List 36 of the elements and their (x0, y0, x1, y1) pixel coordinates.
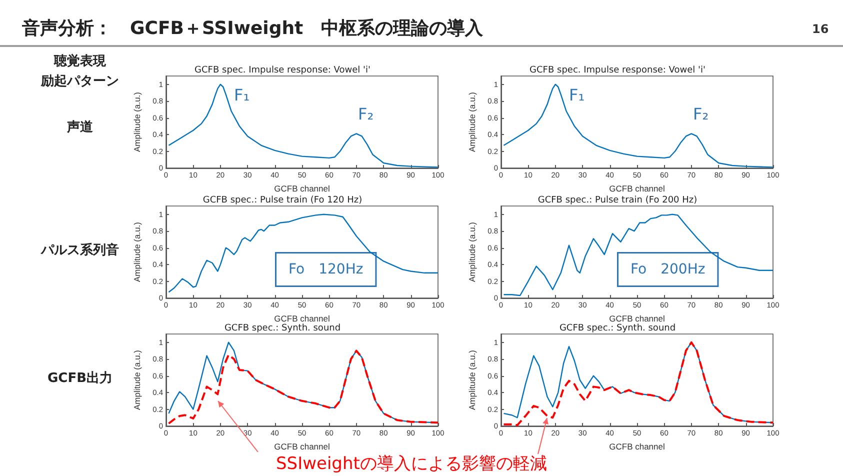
annotation: F₁ (234, 86, 250, 104)
text: 声道 (67, 119, 93, 136)
annotation: Fo 120Hz (288, 262, 364, 278)
text: 16 (812, 22, 829, 36)
chart-title: GCFB spec.: Pulse train (Fo 120 Hz) (202, 196, 362, 206)
line-series (168, 84, 439, 168)
line-series (503, 84, 774, 168)
text: SSIweightの導入による影響の軽減 (276, 453, 547, 475)
x-axis-title: GCFB channel (274, 313, 330, 324)
annotation: F₁ (569, 86, 585, 104)
text: パルス系列音 (41, 242, 119, 259)
x-axis-title: GCFB channel (609, 183, 665, 194)
y-axis-title: Amplitude (a.u.) (132, 350, 142, 410)
chart-title: GCFB spec.: Pulse train (Fo 200 Hz) (538, 196, 698, 206)
chart-title: GCFB spec.: Synth. sound (559, 324, 676, 334)
text: 励起パターン (41, 73, 119, 90)
x-axis-title: GCFB channel (609, 313, 665, 324)
text: 音声分析： GCFB＋SSIweight 中枢系の理論の導入 (22, 17, 484, 40)
y-axis-title: Amplitude (a.u.) (132, 222, 142, 282)
annotation: Fo 200Hz (630, 262, 706, 278)
text: 聴覚表現 (54, 52, 106, 70)
y-axis-title: Amplitude (a.u.) (467, 222, 478, 282)
annotation: F₂ (358, 104, 374, 124)
annotation: F₂ (693, 104, 709, 124)
x-axis-title: GCFB channel (609, 441, 665, 452)
chart-title: GCFB spec.: Synth. sound (224, 324, 341, 334)
line-series (503, 214, 774, 296)
y-axis-title: Amplitude (a.u.) (467, 350, 478, 410)
chart-title: GCFB spec. Impulse response: Vowel 'i' (530, 66, 706, 76)
chart-title: GCFB spec. Impulse response: Vowel 'i' (194, 66, 370, 76)
y-axis-title: Amplitude (a.u.) (467, 92, 478, 152)
x-axis-title: GCFB channel (274, 183, 330, 194)
y-axis-title: Amplitude (a.u.) (132, 92, 142, 152)
text: GCFB出力 (48, 370, 112, 387)
line-series (168, 214, 439, 293)
x-axis-title: GCFB channel (274, 441, 330, 452)
